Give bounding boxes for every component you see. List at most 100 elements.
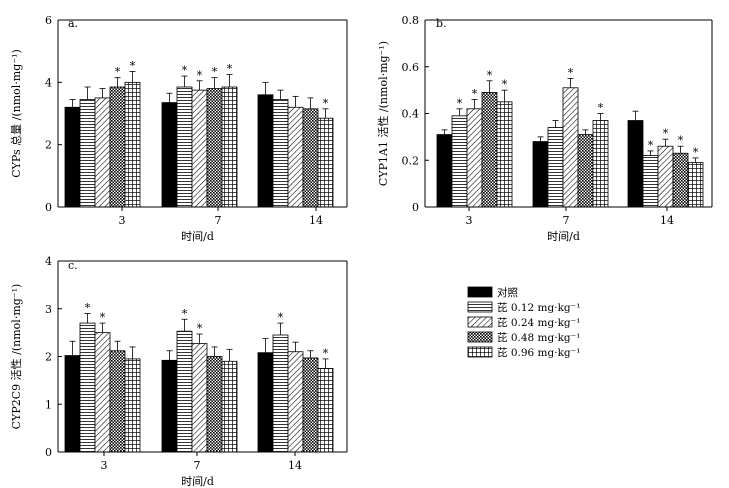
bar-series-5-cat-14 xyxy=(317,117,334,208)
bar-series-5-cat-3 xyxy=(496,101,513,208)
bar-series-5-cat-3 xyxy=(124,81,141,208)
bar-series-3-cat-3 xyxy=(94,332,111,453)
legend-label-2: 芘 0.12 mg·kg⁻¹ xyxy=(497,301,580,314)
significance-mark: * xyxy=(678,134,684,147)
bar-series-4-cat-14 xyxy=(672,152,689,208)
y-tick-label: 0.6 xyxy=(402,61,420,74)
legend-swatch-2 xyxy=(467,301,493,313)
y-tick-label: 6 xyxy=(45,14,52,27)
bar-series-2-cat-3 xyxy=(79,99,96,208)
y-tick-label: 0.8 xyxy=(402,14,420,27)
significance-mark: * xyxy=(598,102,604,115)
bar-series-1-cat-7 xyxy=(161,102,178,208)
bar-series-1-cat-14 xyxy=(257,94,274,208)
chart-panel-1: * * * * * * * 0 2 4 6 3 7 14 时间/d CYPs 总量 /(nmol·mg⁻¹) a… xyxy=(9,14,348,243)
significance-mark: * xyxy=(663,127,669,140)
y-tick-label: 1 xyxy=(45,398,52,411)
bar-series-2-cat-7 xyxy=(176,330,193,453)
x-tick-label: 3 xyxy=(466,214,473,227)
bar-series-1-cat-14 xyxy=(627,120,644,208)
significance-mark: * xyxy=(182,64,188,77)
bar-series-4-cat-14 xyxy=(302,108,319,208)
x-tick-label: 7 xyxy=(215,214,222,227)
significance-mark: * xyxy=(115,66,121,79)
significance-mark: * xyxy=(502,78,508,91)
x-tick-label: 7 xyxy=(194,459,201,472)
bar-series-2-cat-7 xyxy=(176,86,193,208)
x-tick-label: 14 xyxy=(309,214,323,227)
significance-mark: * xyxy=(487,69,493,82)
y-tick-label: 3 xyxy=(45,303,52,316)
bar-series-3-cat-7 xyxy=(191,343,208,453)
bar-series-5-cat-14 xyxy=(317,368,334,453)
bar-series-4-cat-7 xyxy=(206,88,223,208)
bar-series-3-cat-14 xyxy=(657,145,674,208)
significance-mark: * xyxy=(85,302,91,315)
bar-series-4-cat-7 xyxy=(577,134,594,208)
y-tick-label: 4 xyxy=(45,255,52,268)
y-tick-label: 0 xyxy=(45,201,52,214)
bar-series-3-cat-14 xyxy=(287,106,304,208)
significance-mark: * xyxy=(323,97,329,110)
significance-mark: * xyxy=(130,59,136,72)
legend-label-3: 芘 0.24 mg·kg⁻¹ xyxy=(497,316,580,329)
legend-label-5: 芘 0.96 mg·kg⁻¹ xyxy=(497,346,580,359)
bar-series-4-cat-7 xyxy=(206,356,223,453)
y-tick-label: 0.2 xyxy=(402,154,420,167)
y-axis-title: CYP2C9 活性 /(nmol·mg⁻¹) xyxy=(9,284,23,430)
legend-swatch-3 xyxy=(467,316,493,328)
significance-mark: * xyxy=(278,311,284,324)
x-axis-title: 时间/d xyxy=(181,230,214,243)
bar-series-5-cat-7 xyxy=(221,86,238,208)
significance-mark: * xyxy=(227,63,233,76)
significance-mark: * xyxy=(197,69,203,82)
panel-label: c. xyxy=(68,259,78,272)
x-tick-label: 14 xyxy=(288,459,302,472)
bar-series-1-cat-3 xyxy=(64,355,81,453)
significance-mark: * xyxy=(568,66,574,79)
significance-mark: * xyxy=(472,87,478,100)
x-tick-label: 14 xyxy=(660,214,674,227)
x-tick-label: 3 xyxy=(101,459,108,472)
bar-series-2-cat-7 xyxy=(547,127,564,208)
chart-panel-3: * * * * * * 0 1 2 3 4 3 7 14 时间/d CYP2C9 活性 /(nmol·mg⁻¹… xyxy=(9,255,348,488)
bar-series-3-cat-7 xyxy=(191,89,208,208)
y-tick-label: 4 xyxy=(45,76,52,89)
bar-series-1-cat-3 xyxy=(436,134,453,208)
significance-mark: * xyxy=(693,146,699,159)
significance-mark: * xyxy=(648,139,654,152)
significance-mark: * xyxy=(457,97,463,110)
legend-swatch-4 xyxy=(467,331,493,343)
panel-label: b. xyxy=(436,17,447,30)
bar-series-1-cat-7 xyxy=(532,141,549,208)
bar-series-5-cat-7 xyxy=(592,120,609,208)
legend-swatch-1 xyxy=(467,286,493,298)
y-tick-label: 2 xyxy=(45,351,52,364)
significance-mark: * xyxy=(182,307,188,320)
y-tick-label: 0.4 xyxy=(402,108,420,121)
x-axis-title: 时间/d xyxy=(181,475,214,488)
bar-series-3-cat-7 xyxy=(562,87,579,208)
legend: 对照芘 0.12 mg·kg⁻¹ 芘 0.24 mg·kg⁻¹ 芘 0.48 mg·… xyxy=(467,286,580,359)
bar-series-3-cat-3 xyxy=(466,108,483,208)
bar-series-2-cat-14 xyxy=(272,334,289,453)
y-tick-label: 0 xyxy=(412,201,419,214)
bar-series-2-cat-3 xyxy=(79,322,96,453)
bar-series-1-cat-14 xyxy=(257,352,274,453)
bar-series-4-cat-3 xyxy=(109,86,126,208)
x-tick-label: 3 xyxy=(119,214,126,227)
bar-series-1-cat-7 xyxy=(161,359,178,453)
bar-series-5-cat-7 xyxy=(221,360,238,453)
x-axis-title: 时间/d xyxy=(547,230,580,243)
bar-series-2-cat-3 xyxy=(451,115,468,208)
significance-mark: * xyxy=(197,322,203,335)
significance-mark: * xyxy=(100,311,106,324)
y-tick-label: 2 xyxy=(45,139,52,152)
bar-series-2-cat-14 xyxy=(272,99,289,208)
bar-series-4-cat-3 xyxy=(481,92,498,208)
bar-series-5-cat-3 xyxy=(124,358,141,453)
significance-mark: * xyxy=(323,347,329,360)
panel-label: a. xyxy=(68,17,78,30)
bar-series-5-cat-14 xyxy=(687,162,704,208)
